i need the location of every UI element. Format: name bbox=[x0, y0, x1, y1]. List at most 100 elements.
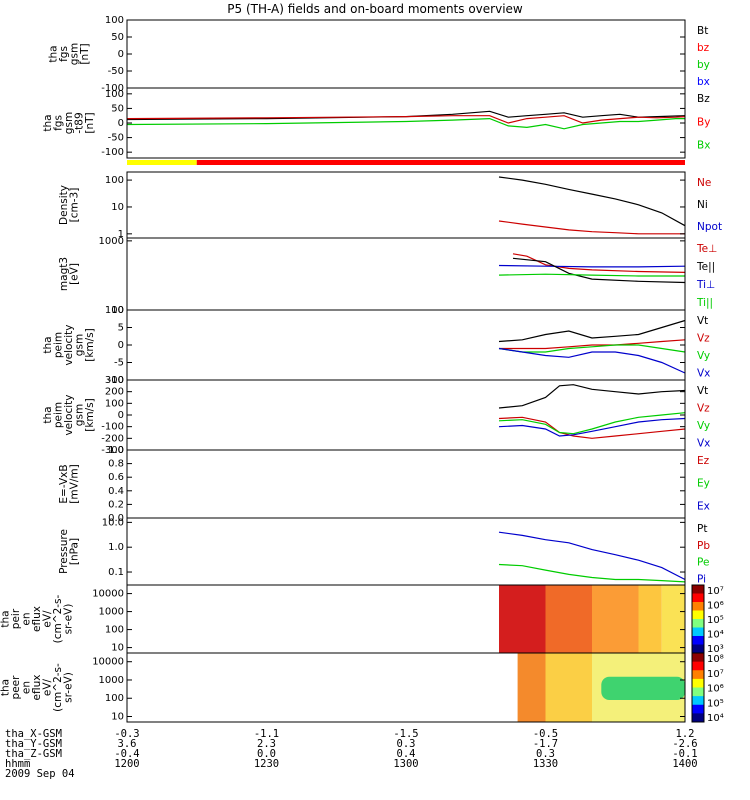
y-axis-label: sr-eV) bbox=[63, 604, 75, 635]
colorbar-segment bbox=[692, 627, 704, 637]
colorbar-label: 10⁶ bbox=[707, 684, 724, 695]
y-axis-label: [km/s] bbox=[84, 398, 96, 432]
y-tick-label: 0 bbox=[118, 410, 124, 421]
legend-label: Ex bbox=[697, 500, 710, 512]
y-axis-label: tha bbox=[47, 45, 59, 62]
y-tick-label: 0.1 bbox=[108, 567, 124, 578]
y-axis-label: en bbox=[21, 612, 33, 625]
colorbar-segment bbox=[692, 661, 704, 671]
legend-label: bx bbox=[697, 76, 710, 88]
x-tick-label: -1.7 bbox=[533, 738, 558, 750]
y-axis-label: E=-VxB bbox=[58, 464, 70, 503]
y-axis-label: tha bbox=[42, 336, 54, 353]
x-tick-label: -1.5 bbox=[393, 728, 418, 740]
panel-peir_eflux: 10⁷ 10⁶ 10⁵ 10⁴ 10³ 10000 1000 100 10 thapeirenef… bbox=[0, 584, 724, 655]
y-tick-label: 50 bbox=[111, 103, 124, 114]
legend-label: Vy bbox=[697, 350, 710, 362]
y-tick-label: -300 bbox=[101, 445, 124, 456]
y-axis-label: gsm bbox=[68, 43, 80, 65]
y-tick-label: 0 bbox=[118, 49, 124, 60]
y-axis-label: peer bbox=[10, 675, 22, 700]
y-axis-label: tha bbox=[42, 406, 54, 423]
colorbar-segment bbox=[692, 619, 704, 628]
heatmap-cell bbox=[517, 653, 546, 722]
y-tick-label: 10000 bbox=[92, 657, 124, 668]
y-axis-label: [cm-3] bbox=[68, 188, 80, 223]
y-tick-label: 100 bbox=[105, 305, 124, 316]
legend-label: Pe bbox=[697, 557, 709, 569]
y-axis-label: (cm^2-s- bbox=[52, 663, 64, 712]
y-axis-label: [nPa] bbox=[68, 538, 80, 565]
heatmap-cell bbox=[499, 585, 546, 653]
series-line bbox=[498, 384, 686, 409]
heatmap-cell bbox=[638, 585, 662, 653]
series-line bbox=[498, 319, 686, 343]
y-axis-label: (cm^2-s- bbox=[52, 594, 64, 643]
colorbar-segment bbox=[692, 704, 704, 714]
y-tick-label: 50 bbox=[111, 32, 124, 43]
x-tick-label: 1400 bbox=[672, 758, 697, 770]
y-tick-label: 1.0 bbox=[108, 542, 124, 553]
colorbar-frame bbox=[691, 652, 705, 723]
panel-frame bbox=[126, 171, 686, 239]
colorbar-segment bbox=[692, 644, 704, 654]
y-tick-label: 200 bbox=[105, 387, 124, 398]
legend-label: Vy bbox=[697, 420, 710, 432]
y-axis-label: Density bbox=[58, 185, 70, 225]
y-tick-label: 1000 bbox=[99, 607, 124, 618]
x-tick-label: 1230 bbox=[254, 758, 279, 770]
legend-label: Ti⊥ bbox=[696, 279, 715, 291]
y-axis-label: gsm bbox=[63, 112, 75, 134]
y-tick-label: 300 bbox=[105, 375, 124, 386]
colorbar-segment bbox=[692, 678, 704, 688]
colorbar-label: 10⁴ bbox=[707, 630, 724, 641]
y-tick-label: 100 bbox=[105, 693, 124, 704]
x-tick-label: 2.3 bbox=[257, 738, 276, 750]
series-line bbox=[498, 417, 686, 437]
panel-frame bbox=[126, 237, 686, 311]
legend-label: Ne bbox=[697, 177, 711, 189]
colorbar-segment bbox=[692, 636, 704, 645]
y-tick-label: 0.0 bbox=[108, 513, 124, 524]
colorbar-segment bbox=[692, 670, 704, 680]
x-tick-label: 1200 bbox=[114, 758, 139, 770]
y-axis-label: [km/s] bbox=[84, 328, 96, 362]
series-line bbox=[498, 344, 686, 353]
y-axis-label: en bbox=[21, 681, 33, 694]
series-line bbox=[498, 347, 686, 374]
y-axis-label: [mV/m] bbox=[68, 464, 80, 503]
heatmap-cell bbox=[545, 585, 592, 653]
colorbar-label: 10³ bbox=[707, 644, 724, 655]
y-tick-label: 0.4 bbox=[108, 486, 124, 497]
panel-density: 1 10 100 Density[cm-3] Ne Ni Npot bbox=[58, 171, 722, 240]
legend-label: Npot bbox=[697, 221, 722, 233]
y-axis-label: [nT] bbox=[79, 43, 91, 64]
legend-label: Bt bbox=[697, 25, 708, 37]
y-tick-label: 1000 bbox=[99, 675, 124, 686]
y-axis-label: Pressure bbox=[58, 529, 70, 574]
series-line bbox=[512, 257, 686, 284]
legend-label: Ti|| bbox=[696, 297, 713, 309]
x-tick-label: -0.1 bbox=[672, 748, 697, 760]
y-axis-label: [nT] bbox=[84, 112, 96, 133]
y-tick-label: 10.0 bbox=[102, 517, 124, 528]
y-tick-label: 0 bbox=[118, 340, 124, 351]
y-tick-label: 100 bbox=[105, 89, 124, 100]
colorbar-label: 10⁵ bbox=[707, 698, 724, 709]
legend-label: Bx bbox=[697, 140, 710, 152]
series-line bbox=[498, 176, 686, 227]
x-tick-label: -0.3 bbox=[114, 728, 139, 740]
x-tick-label: -2.6 bbox=[672, 738, 697, 750]
series-line bbox=[498, 264, 686, 268]
y-tick-label: 0.2 bbox=[108, 499, 124, 510]
x-tick-label: -0.5 bbox=[533, 728, 558, 740]
y-axis-label: -t89 bbox=[74, 112, 86, 133]
y-tick-label: -50 bbox=[108, 133, 124, 144]
y-tick-label: -200 bbox=[101, 433, 124, 444]
y-tick-label: 100 bbox=[105, 398, 124, 409]
series-line bbox=[512, 253, 686, 273]
colorbar-label: 10⁸ bbox=[707, 654, 724, 665]
